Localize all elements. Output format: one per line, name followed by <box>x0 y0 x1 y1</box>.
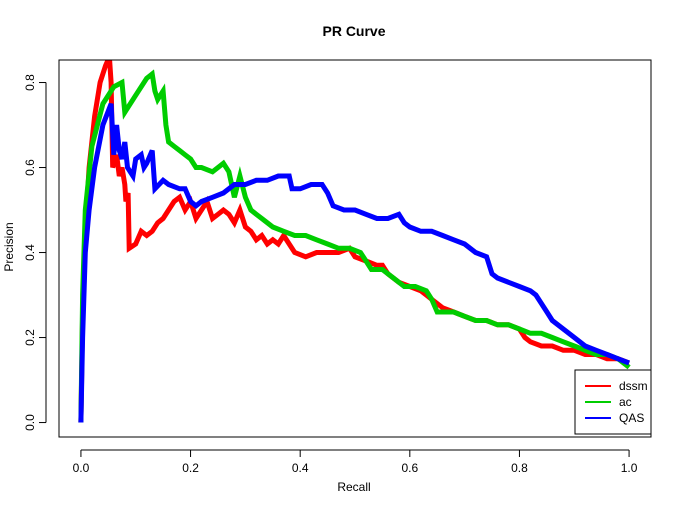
legend: dssm ac QAS <box>574 369 652 435</box>
y-axis: 0.0 0.2 0.4 0.6 0.8 <box>23 74 47 431</box>
y-tick-label: 0.8 <box>23 74 37 91</box>
legend-label-ac: ac <box>619 395 632 409</box>
x-tick-label: 0.8 <box>511 461 528 475</box>
x-tick-label: 0.6 <box>401 461 418 475</box>
x-tick-label: 1.0 <box>621 461 638 475</box>
y-tick-label: 0.4 <box>23 244 37 261</box>
x-tick-label: 0.0 <box>73 461 90 475</box>
series-line-qas <box>78 102 630 423</box>
x-tick-label: 0.2 <box>182 461 199 475</box>
x-tick-label: 0.4 <box>292 461 309 475</box>
legend-label-qas: QAS <box>619 411 644 425</box>
y-tick-label: 0.6 <box>23 159 37 176</box>
x-axis: 0.0 0.2 0.4 0.6 0.8 1.0 <box>73 449 638 475</box>
plot-area <box>58 59 652 438</box>
y-axis-label: Precision <box>2 222 16 271</box>
legend-label-dssm: dssm <box>619 379 648 393</box>
series-layer <box>78 60 631 423</box>
series-line-ac <box>78 69 631 423</box>
x-axis-label: Recall <box>337 480 370 494</box>
y-tick-label: 0.2 <box>23 329 37 346</box>
y-tick-label: 0.0 <box>23 414 37 431</box>
chart-title: PR Curve <box>322 23 385 39</box>
plot-frame <box>58 59 652 438</box>
